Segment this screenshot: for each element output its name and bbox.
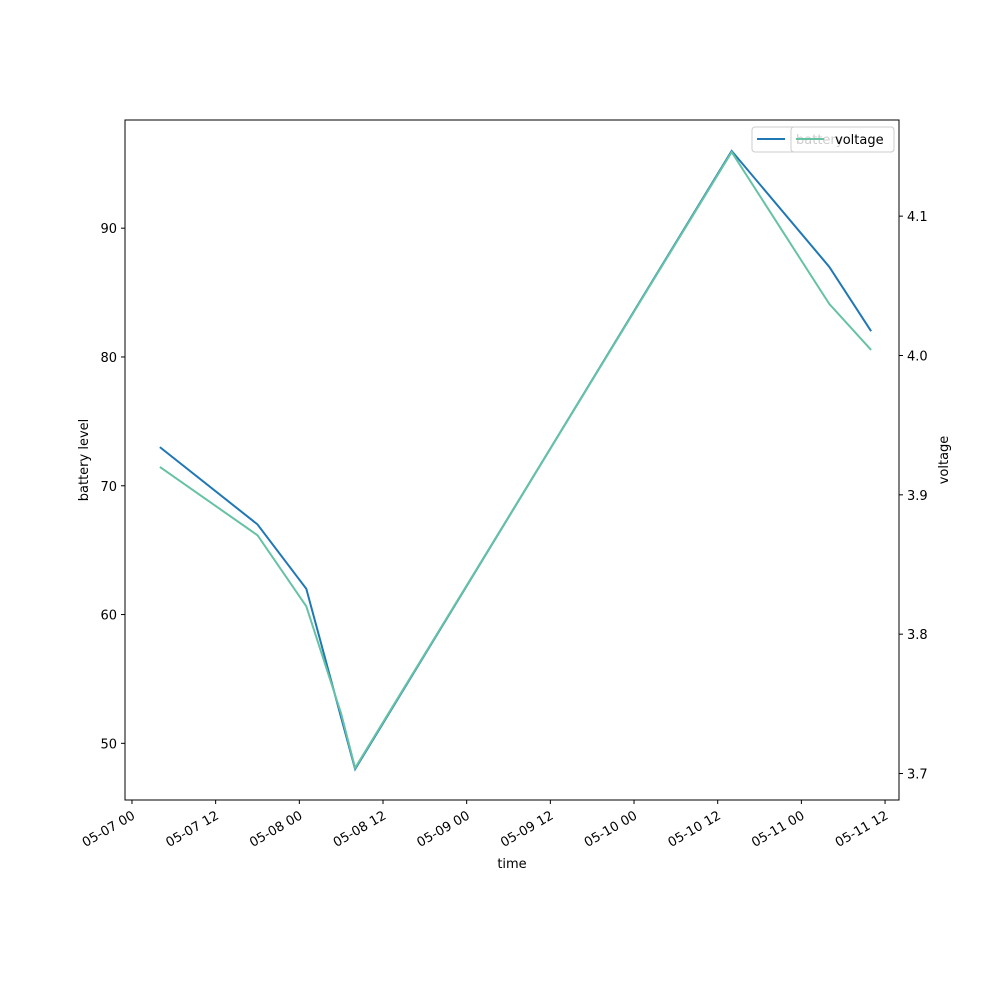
x-tick-label: 05-07 00 [80, 808, 138, 850]
legend-label: voltage [835, 133, 884, 148]
y2-tick-label: 3.7 [907, 768, 928, 783]
x-tick-label: 05-08 00 [247, 808, 305, 850]
legend: voltage [790, 126, 895, 153]
y2-tick-label: 4.0 [907, 349, 928, 364]
x-tick-label: 05-10 00 [582, 808, 640, 850]
y2-tick-label: 4.1 [907, 210, 928, 225]
plot-frame [124, 119, 900, 801]
x-tick-label: 05-08 12 [331, 808, 389, 850]
y-tick-label: 50 [100, 737, 117, 752]
x-tick-label: 05-09 00 [415, 808, 473, 850]
y-tick-label: 70 [100, 480, 117, 495]
y2-tick-label: 3.8 [907, 628, 928, 643]
x-axis-label: time [497, 857, 526, 872]
y-tick-label: 90 [100, 222, 117, 237]
line [159, 150, 872, 771]
y-tick-label: 60 [100, 609, 117, 624]
x-tick-label: 05-09 12 [498, 808, 556, 850]
legend-box [790, 126, 895, 153]
line [159, 149, 872, 772]
x-tick-label: 05-11 00 [749, 808, 807, 850]
y-axis-label: battery level [77, 419, 92, 502]
y2-tick-label: 3.9 [907, 489, 928, 504]
x-tick-label: 05-11 12 [833, 808, 891, 850]
x-tick-label: 05-10 12 [666, 808, 724, 850]
y2-axis-label: voltage [937, 436, 952, 485]
x-tick-label: 05-07 12 [164, 808, 222, 850]
y-tick-label: 80 [100, 351, 117, 366]
